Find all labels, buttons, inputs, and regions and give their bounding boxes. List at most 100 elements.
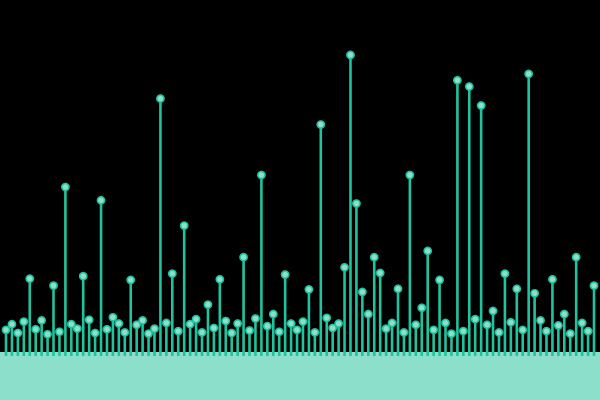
data-point-marker [559, 309, 569, 319]
data-point-marker [524, 69, 534, 79]
data-point-marker [31, 324, 41, 334]
data-point-marker [132, 320, 142, 330]
data-point-marker [215, 274, 225, 284]
data-point-marker [441, 318, 450, 328]
data-point-marker [150, 324, 159, 334]
data-point-marker [108, 312, 118, 322]
data-point-marker [488, 306, 498, 316]
data-point-marker [268, 309, 278, 319]
data-point-marker [340, 262, 349, 272]
data-point-marker [1, 325, 11, 335]
data-point-marker [25, 274, 35, 284]
data-point-marker [470, 314, 480, 324]
data-point-marker [262, 321, 272, 331]
data-point-marker [571, 252, 581, 262]
data-point-marker [352, 199, 361, 208]
data-point-marker [334, 319, 344, 328]
data-point-marker [447, 329, 456, 339]
data-point-marker [452, 75, 462, 85]
baseline-fill-band [0, 352, 600, 400]
data-point-marker [286, 319, 296, 328]
data-point-marker [393, 284, 403, 294]
data-point-marker [458, 326, 468, 336]
data-point-marker [553, 321, 563, 330]
data-point-marker [405, 170, 415, 180]
data-point-marker [185, 319, 195, 329]
data-point-marker [120, 328, 130, 337]
data-point-marker [500, 269, 510, 279]
data-point-marker [37, 315, 47, 325]
data-point-marker [60, 182, 70, 192]
data-point-marker [43, 329, 52, 339]
data-point-marker [13, 328, 23, 338]
data-point-marker [96, 195, 106, 205]
data-point-marker [310, 328, 320, 337]
data-point-marker [399, 328, 409, 337]
data-point-marker [167, 269, 177, 279]
data-point-marker [476, 101, 486, 110]
data-point-marker [316, 120, 326, 129]
data-point-marker [274, 327, 284, 337]
data-point-marker [512, 284, 522, 294]
data-point-marker [49, 281, 58, 291]
data-point-marker [173, 326, 183, 336]
baseline-fill-rect [0, 352, 600, 400]
data-point-marker [233, 319, 243, 328]
data-point-marker [191, 314, 201, 324]
data-point-marker [179, 221, 189, 230]
data-point-marker [542, 326, 551, 336]
data-point-marker [66, 319, 76, 329]
data-point-marker [7, 319, 17, 329]
data-point-marker [126, 275, 136, 285]
data-point-marker [346, 50, 355, 60]
stem-lines-group [4, 54, 596, 356]
data-point-marker [357, 287, 367, 297]
data-point-marker [577, 318, 587, 328]
data-point-marker [536, 315, 545, 325]
data-point-marker [90, 328, 100, 338]
data-point-marker [583, 326, 593, 336]
data-point-marker [256, 170, 266, 180]
data-point-marker [565, 329, 575, 339]
data-point-marker [78, 271, 88, 281]
data-point-marker [197, 328, 207, 337]
data-point-marker [589, 281, 599, 291]
data-point-marker [411, 320, 421, 330]
data-point-marker [245, 326, 254, 335]
data-point-marker [102, 324, 112, 334]
data-point-marker [506, 317, 516, 327]
data-point-marker [429, 325, 439, 335]
data-point-marker [161, 318, 171, 328]
data-point-marker [381, 324, 391, 334]
data-point-marker [251, 314, 260, 323]
data-point-marker [144, 329, 153, 339]
data-point-marker [221, 316, 231, 326]
data-point-marker [239, 252, 248, 262]
data-point-marker [482, 320, 492, 330]
data-point-marker [114, 319, 124, 328]
data-point-marker [375, 268, 385, 278]
data-point-marker [84, 315, 94, 325]
data-point-marker [369, 252, 379, 262]
data-point-marker [292, 325, 302, 335]
data-point-marker [19, 317, 29, 327]
data-point-marker [298, 317, 308, 327]
data-point-marker [227, 328, 237, 338]
data-point-marker [387, 318, 397, 328]
data-point-marker [209, 323, 219, 333]
data-point-marker [417, 303, 427, 313]
data-point-marker [55, 327, 64, 337]
data-point-markers-group [1, 50, 599, 339]
data-point-marker [363, 309, 373, 319]
data-point-marker [530, 288, 540, 298]
data-point-marker [548, 274, 557, 284]
data-point-marker [328, 323, 338, 333]
data-point-marker [464, 82, 474, 91]
data-point-marker [304, 285, 314, 294]
data-point-marker [280, 270, 290, 279]
data-point-marker [156, 94, 165, 103]
data-point-marker [423, 246, 433, 256]
data-point-marker [72, 324, 82, 334]
